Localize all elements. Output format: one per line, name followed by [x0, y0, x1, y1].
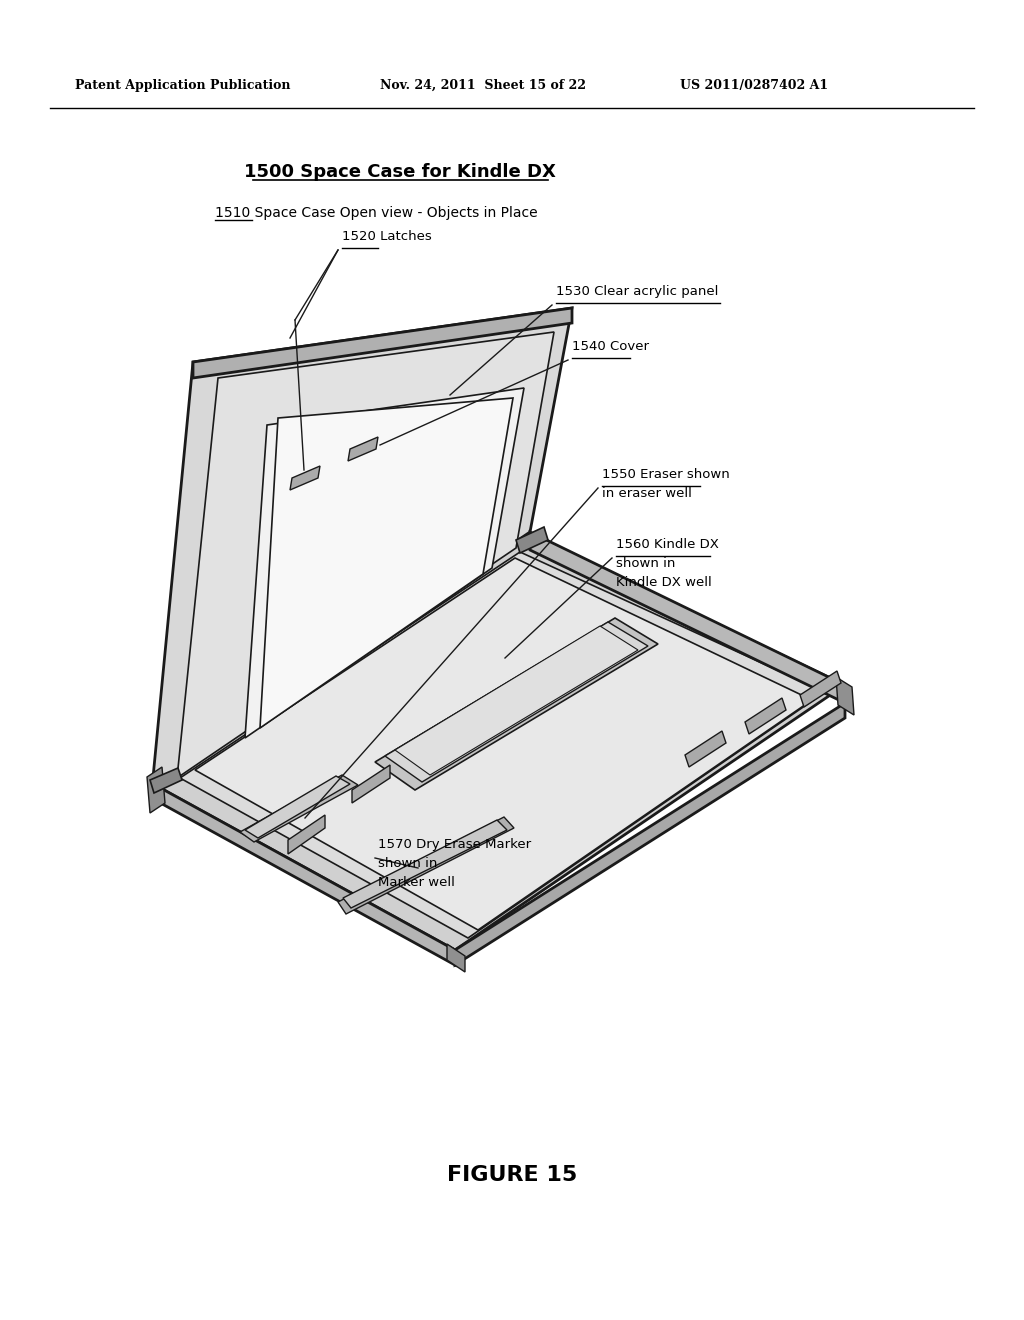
Polygon shape [395, 626, 638, 775]
Polygon shape [745, 698, 786, 734]
Polygon shape [155, 535, 845, 950]
Text: 1560 Kindle DX: 1560 Kindle DX [616, 539, 719, 550]
Polygon shape [836, 677, 854, 715]
Polygon shape [290, 466, 319, 490]
Polygon shape [288, 814, 325, 854]
Text: FIGURE 15: FIGURE 15 [446, 1166, 578, 1185]
Polygon shape [375, 618, 658, 789]
Text: in eraser well: in eraser well [602, 487, 692, 500]
Text: Patent Application Publication: Patent Application Publication [75, 78, 291, 91]
Polygon shape [685, 731, 726, 767]
Text: 1570 Dry Erase Marker: 1570 Dry Erase Marker [378, 838, 531, 851]
Text: 1510 Space Case Open view - Objects in Place: 1510 Space Case Open view - Objects in P… [215, 206, 538, 220]
Text: 1520 Latches: 1520 Latches [342, 230, 432, 243]
Polygon shape [800, 671, 841, 708]
Text: Nov. 24, 2011  Sheet 15 of 22: Nov. 24, 2011 Sheet 15 of 22 [380, 78, 586, 91]
Text: 1530 Clear acrylic panel: 1530 Clear acrylic panel [556, 285, 719, 298]
Polygon shape [240, 775, 358, 842]
Polygon shape [195, 558, 812, 931]
Polygon shape [447, 944, 465, 972]
Text: Marker well: Marker well [378, 876, 455, 888]
Text: US 2011/0287402 A1: US 2011/0287402 A1 [680, 78, 828, 91]
Polygon shape [260, 399, 513, 729]
Polygon shape [180, 552, 825, 939]
Polygon shape [348, 437, 378, 461]
Polygon shape [343, 820, 507, 908]
Polygon shape [147, 767, 165, 813]
Polygon shape [455, 704, 845, 965]
Polygon shape [152, 308, 572, 788]
Text: Kindle DX well: Kindle DX well [616, 576, 712, 589]
Polygon shape [150, 768, 182, 793]
Polygon shape [155, 785, 455, 965]
Text: shown in: shown in [616, 557, 676, 570]
Text: 1500 Space Case for Kindle DX: 1500 Space Case for Kindle DX [244, 162, 556, 181]
Text: 1540 Cover: 1540 Cover [572, 341, 649, 352]
Polygon shape [193, 308, 572, 378]
Polygon shape [530, 532, 845, 704]
Polygon shape [245, 388, 524, 738]
Polygon shape [385, 622, 648, 781]
Polygon shape [245, 776, 350, 838]
Polygon shape [352, 766, 390, 803]
Polygon shape [177, 333, 554, 777]
Polygon shape [338, 817, 514, 913]
Text: shown in: shown in [378, 857, 437, 870]
Text: 1550 Eraser shown: 1550 Eraser shown [602, 469, 730, 480]
Polygon shape [516, 527, 548, 553]
